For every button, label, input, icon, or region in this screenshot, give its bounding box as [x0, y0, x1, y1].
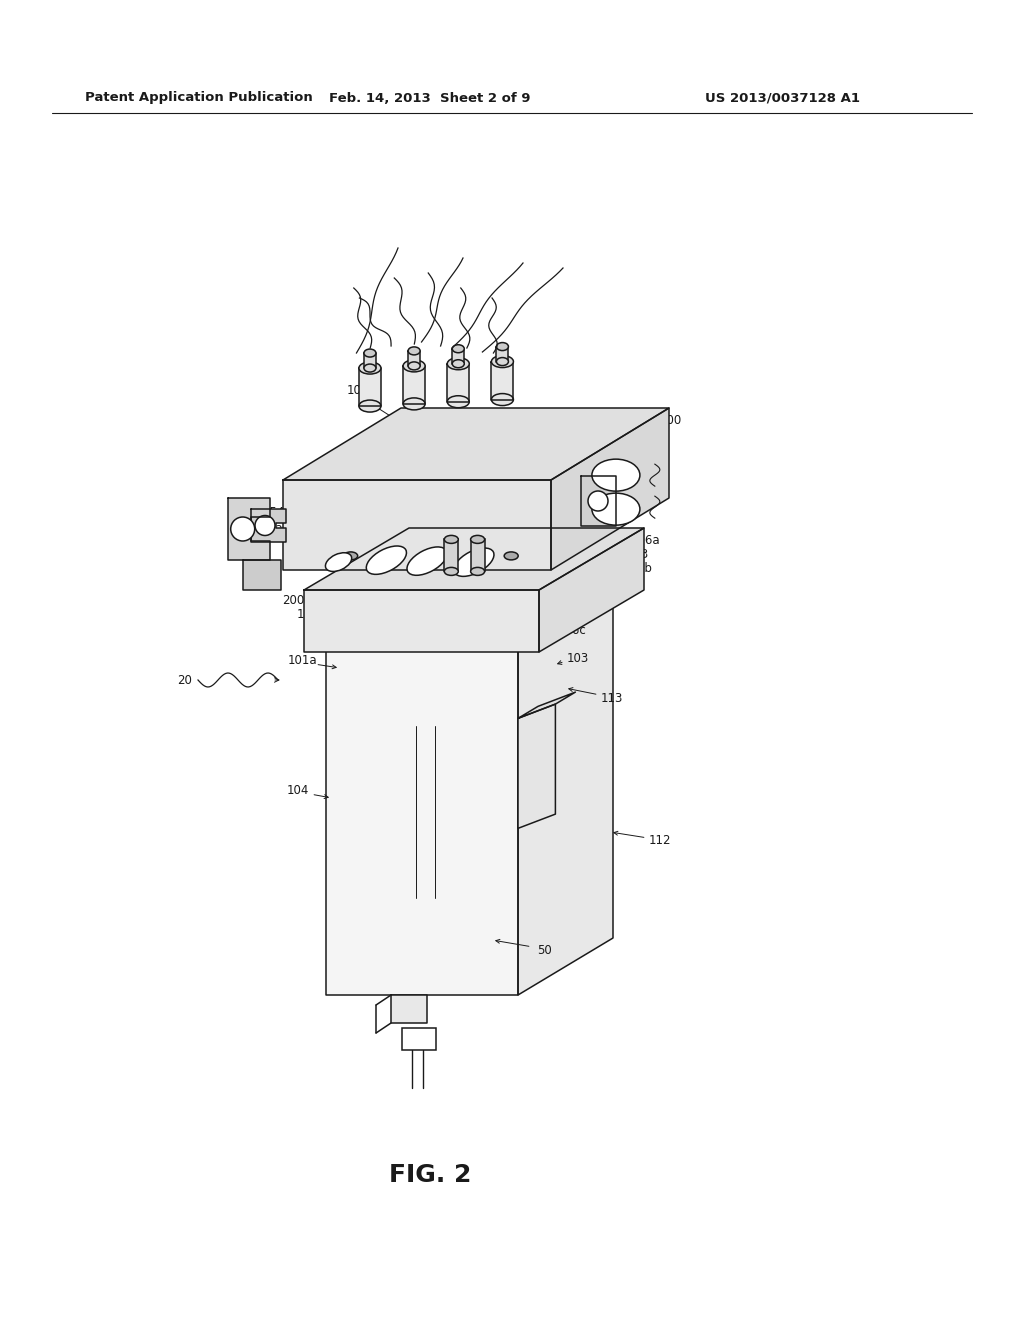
Text: 106c: 106c — [558, 623, 587, 636]
Polygon shape — [539, 528, 644, 652]
Ellipse shape — [326, 553, 351, 572]
Polygon shape — [283, 480, 551, 570]
Ellipse shape — [359, 362, 381, 374]
Text: 110b: 110b — [623, 561, 653, 574]
Text: 50: 50 — [538, 944, 552, 957]
Text: 106b: 106b — [333, 620, 362, 634]
Text: Feb. 14, 2013  Sheet 2 of 9: Feb. 14, 2013 Sheet 2 of 9 — [330, 91, 530, 104]
Polygon shape — [304, 528, 644, 590]
Ellipse shape — [407, 546, 447, 576]
Text: 153: 153 — [627, 549, 649, 561]
Text: 101c: 101c — [548, 615, 577, 627]
Polygon shape — [243, 560, 281, 590]
Polygon shape — [453, 348, 464, 364]
Polygon shape — [283, 408, 669, 480]
Ellipse shape — [364, 348, 376, 356]
Ellipse shape — [588, 491, 608, 511]
Ellipse shape — [344, 552, 357, 560]
Ellipse shape — [359, 400, 381, 412]
Ellipse shape — [497, 358, 509, 366]
Polygon shape — [391, 995, 427, 1023]
Polygon shape — [251, 510, 286, 543]
Ellipse shape — [447, 396, 469, 408]
Ellipse shape — [492, 355, 513, 367]
Ellipse shape — [444, 568, 459, 576]
Text: 102c: 102c — [388, 436, 417, 449]
Text: 106d: 106d — [428, 446, 458, 458]
Text: 122b: 122b — [390, 491, 420, 504]
Ellipse shape — [447, 358, 469, 370]
Ellipse shape — [230, 517, 255, 541]
Polygon shape — [497, 347, 509, 362]
Text: 101b: 101b — [370, 634, 400, 647]
Polygon shape — [364, 352, 376, 368]
Ellipse shape — [492, 393, 513, 405]
Bar — [444, 540, 459, 572]
Text: L: L — [446, 602, 456, 615]
Text: 200: 200 — [282, 594, 304, 606]
Ellipse shape — [409, 362, 420, 370]
Polygon shape — [326, 593, 613, 649]
Text: 103: 103 — [567, 652, 589, 664]
Text: 104: 104 — [287, 784, 309, 796]
Ellipse shape — [453, 360, 464, 368]
Bar — [471, 540, 484, 572]
Text: 110a: 110a — [553, 421, 583, 434]
Text: FIG. 2: FIG. 2 — [389, 1163, 471, 1187]
Ellipse shape — [403, 397, 425, 411]
Text: 106d: 106d — [334, 483, 364, 496]
Text: 122a: 122a — [313, 516, 343, 529]
Polygon shape — [492, 362, 513, 400]
Text: 102c: 102c — [520, 429, 549, 441]
Text: W: W — [329, 602, 343, 615]
Ellipse shape — [471, 536, 484, 544]
Text: 101a: 101a — [287, 653, 316, 667]
Ellipse shape — [255, 516, 275, 536]
Text: 106b: 106b — [461, 438, 490, 451]
Text: 112: 112 — [649, 833, 672, 846]
Ellipse shape — [367, 546, 407, 574]
Text: 106a: 106a — [253, 521, 283, 535]
Text: 113: 113 — [601, 692, 624, 705]
Text: 100: 100 — [347, 384, 369, 396]
Polygon shape — [304, 590, 539, 652]
Polygon shape — [518, 692, 575, 718]
Text: 154: 154 — [263, 507, 286, 520]
Ellipse shape — [364, 364, 376, 372]
Text: 106a: 106a — [630, 533, 659, 546]
Ellipse shape — [403, 360, 425, 372]
Ellipse shape — [504, 552, 518, 560]
Polygon shape — [409, 351, 420, 366]
Polygon shape — [359, 368, 381, 407]
Bar — [402, 1028, 436, 1049]
Text: 106c: 106c — [573, 606, 602, 619]
Ellipse shape — [453, 345, 464, 352]
Polygon shape — [326, 649, 518, 995]
Text: 152: 152 — [587, 432, 609, 445]
Ellipse shape — [592, 494, 640, 525]
Ellipse shape — [444, 536, 459, 544]
Text: 151: 151 — [297, 607, 319, 620]
Polygon shape — [447, 364, 469, 401]
Polygon shape — [403, 366, 425, 404]
Text: 122c: 122c — [538, 437, 566, 450]
Polygon shape — [518, 704, 555, 829]
Polygon shape — [228, 498, 270, 560]
Text: US 2013/0037128 A1: US 2013/0037128 A1 — [705, 91, 860, 104]
Text: 104: 104 — [522, 615, 544, 627]
Polygon shape — [518, 593, 613, 995]
Ellipse shape — [454, 548, 494, 577]
Polygon shape — [581, 477, 615, 525]
Polygon shape — [551, 408, 669, 570]
Text: 200: 200 — [658, 413, 681, 426]
Text: Patent Application Publication: Patent Application Publication — [85, 91, 312, 104]
Ellipse shape — [497, 343, 509, 351]
Ellipse shape — [592, 459, 640, 491]
Ellipse shape — [409, 347, 420, 355]
Text: 20: 20 — [177, 673, 193, 686]
Text: 102a: 102a — [326, 469, 354, 482]
Ellipse shape — [471, 568, 484, 576]
